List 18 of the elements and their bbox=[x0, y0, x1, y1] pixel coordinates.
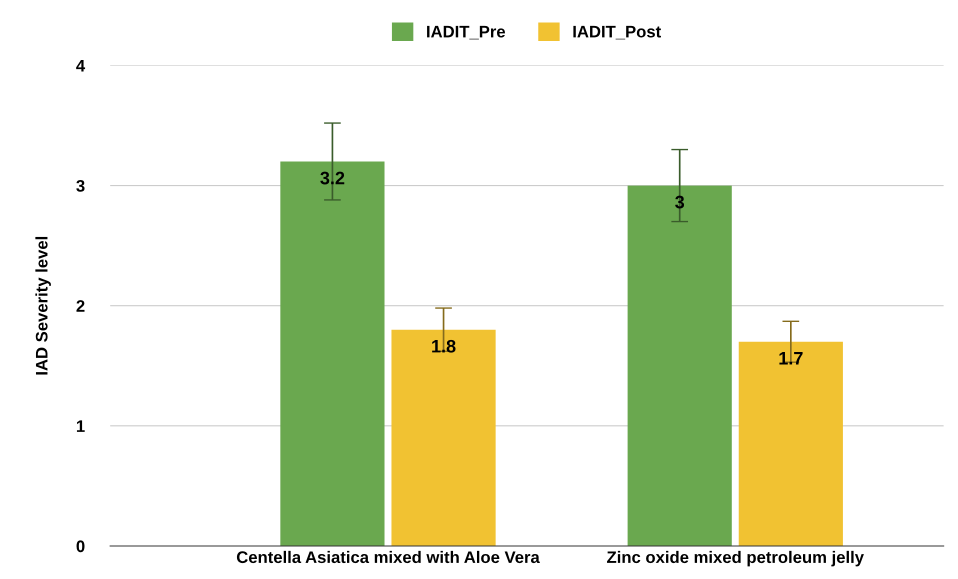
legend-label: IADIT_Pre bbox=[427, 26, 506, 40]
data-label: 3.2 bbox=[320, 172, 344, 184]
y-tick-label: 2 bbox=[76, 300, 85, 312]
y-tick-label: 0 bbox=[76, 540, 84, 552]
legend-label: IADIT_Post bbox=[573, 26, 661, 40]
y-tick-label: 3 bbox=[76, 180, 85, 192]
data-label: 1.7 bbox=[779, 352, 803, 364]
bar bbox=[391, 330, 496, 546]
y-tick-label: 1 bbox=[76, 420, 85, 432]
bar bbox=[738, 342, 843, 546]
y-tick-label: 4 bbox=[76, 60, 86, 72]
data-label: 1.8 bbox=[432, 340, 456, 353]
y-axis-title: IAD Severity level bbox=[35, 236, 51, 375]
x-tick-label: Zinc oxide mixed petroleum jelly bbox=[607, 550, 864, 566]
bar bbox=[628, 186, 732, 546]
data-label: 3 bbox=[675, 196, 684, 208]
x-tick-label: Centella Asiatica mixed with Aloe Vera bbox=[236, 550, 540, 564]
bar bbox=[280, 162, 385, 546]
